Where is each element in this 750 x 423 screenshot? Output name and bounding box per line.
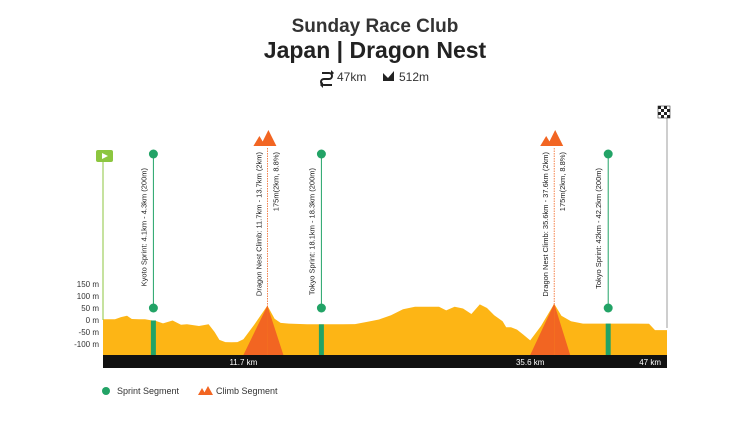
legend-climb-label: Climb Segment [216,386,278,396]
sprint-bar-1 [150,320,156,355]
legend-sprint-swatch [102,387,110,395]
sprint-bar-3 [605,323,611,355]
y-tick-label-3: 50 m [81,304,99,313]
sprint-bar-2 [318,324,324,355]
x-marker-label-2: 35.6 km [516,358,545,367]
sprint-pin-top-1 [148,149,158,159]
sprint-pin-top-3 [603,149,613,159]
climb-area-2 [530,303,555,355]
sprint-pin-bottom-2 [316,303,326,313]
sprint-pin-bottom-1 [148,303,158,313]
y-tick-label-1: 150 m [77,280,100,289]
sprint-label-2: Tokyo Sprint: 18.1km - 18.3km (200m) [307,168,316,296]
finish-flag-icon [657,105,671,328]
sprint-pin-bottom-3 [603,303,613,313]
x-marker-label-3: 47 km [639,358,661,367]
climb-descent-1 [267,305,284,355]
y-tick-label-6: -100 m [74,340,99,349]
climb-detail-2: 175m(2km, 8.8%) [558,151,567,211]
legend: Sprint Segment Climb Segment [102,386,278,396]
sprint-label-1: Kyoto Sprint: 4.1km - 4.3km (200m) [139,167,148,286]
climb-label-1: Dragon Nest Climb: 11.7km - 13.7km (2km) [254,152,263,297]
climb-descent-2 [554,303,571,355]
climb-area-1 [243,305,268,355]
sprint-pin-top-2 [316,149,326,159]
sprint-label-3: Tokyo Sprint: 42km - 42.2km (200m) [594,168,603,289]
legend-sprint-label: Sprint Segment [117,386,180,396]
distance-axis-band [103,355,667,368]
elevation-profile-area [103,303,667,355]
y-tick-label-4: 0 m [86,316,100,325]
start-marker [96,150,113,320]
y-tick-label-2: 100 m [77,292,100,301]
elevation-value: 512m [399,70,429,84]
x-marker-label-1: 11.7 km [229,358,257,367]
climb-icon-2 [540,130,564,146]
route-title: Japan | Dragon Nest [264,37,487,63]
distance-value: 47km [337,70,366,84]
club-title: Sunday Race Club [292,16,459,37]
legend-climb-swatch [198,386,213,395]
climb-icon-1 [253,130,277,146]
route-icon [320,70,334,88]
climb-label-2: Dragon Nest Climb: 35.6km - 37.6km (2km) [541,151,550,296]
y-tick-label-5: -50 m [79,328,100,337]
mountain-icon [383,71,394,81]
climb-detail-1: 175m(2km, 8.8%) [271,151,280,211]
